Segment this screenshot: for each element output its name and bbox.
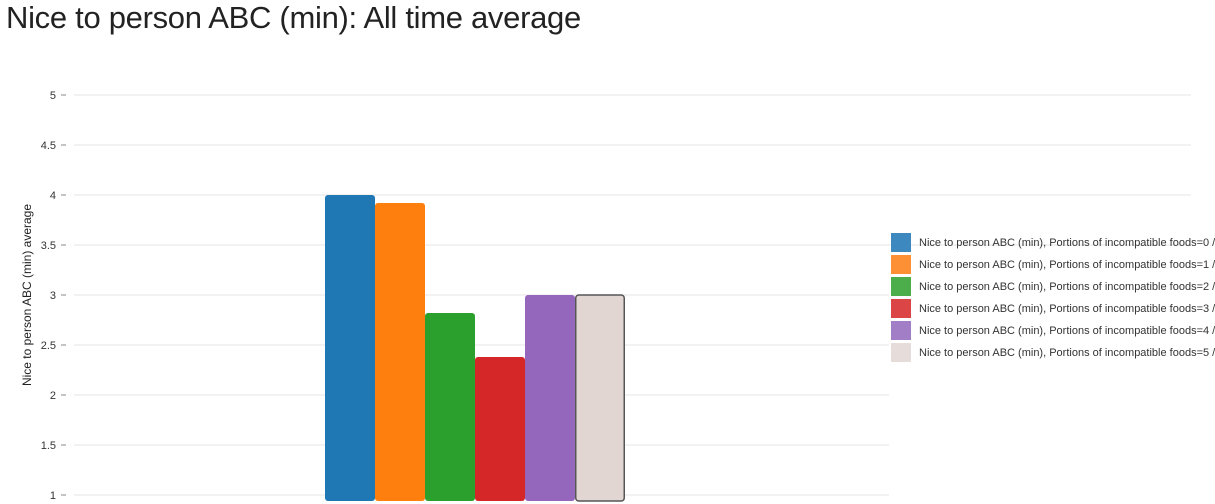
y-tick-label: 4 [50, 190, 56, 202]
legend-swatch-0 [891, 233, 911, 252]
bar-series-0[interactable] [325, 195, 375, 501]
y-tick-label: 5 [50, 90, 56, 102]
bar-series-1[interactable] [375, 203, 425, 501]
legend-swatch-5 [891, 343, 911, 362]
legend-swatch-1 [891, 255, 911, 274]
y-tick-label: 1 [50, 490, 56, 502]
legend-swatch-4 [891, 321, 911, 340]
bar-series-3[interactable] [475, 357, 525, 501]
legend-swatch-3 [891, 299, 911, 318]
legend-label-5[interactable]: Nice to person ABC (min), Portions of in… [919, 347, 1215, 359]
y-tick-label: 4.5 [41, 140, 56, 152]
gridlines [74, 94, 1191, 496]
y-tick-label: 2.5 [41, 340, 56, 352]
bar-series-2[interactable] [425, 313, 475, 501]
bar-series-5[interactable] [575, 294, 625, 502]
y-tick-label: 3.5 [41, 240, 56, 252]
y-tick-label: 1.5 [41, 440, 56, 452]
legend-label-1[interactable]: Nice to person ABC (min), Portions of in… [919, 259, 1215, 271]
bars [325, 195, 625, 502]
legend-label-2[interactable]: Nice to person ABC (min), Portions of in… [919, 281, 1215, 293]
legend-label-3[interactable]: Nice to person ABC (min), Portions of in… [919, 303, 1215, 315]
page-title: Nice to person ABC (min): All time avera… [6, 0, 581, 35]
y-axis: 1 1.5 2 2.5 3 3.5 4 4.5 5 Nice to person ABC (min… [20, 90, 66, 502]
y-tick-label: 3 [50, 290, 56, 302]
legend-label-0[interactable]: Nice to person ABC (min), Portions of in… [919, 237, 1215, 249]
legend-swatch-2 [891, 277, 911, 296]
legend-label-4[interactable]: Nice to person ABC (min), Portions of in… [919, 325, 1215, 337]
y-tick-label: 2 [50, 390, 56, 402]
legend: Nice to person ABC (min), Portions of in… [891, 233, 1215, 362]
bar-series-4[interactable] [525, 295, 575, 501]
y-axis-label: Nice to person ABC (min) average [20, 204, 34, 386]
